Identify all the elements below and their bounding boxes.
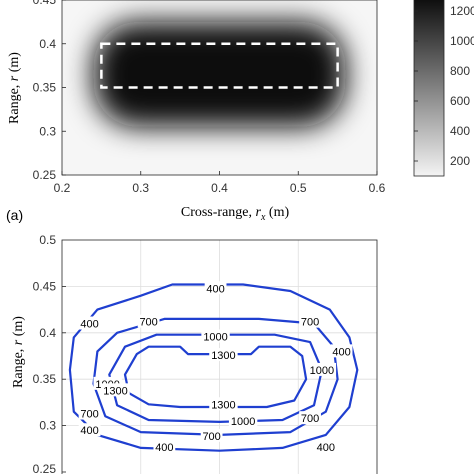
contour-label-background [78, 316, 101, 330]
x-tick-label: 0.2 [54, 181, 71, 195]
y-tick-label: 0.25 [33, 168, 57, 182]
contour-label-background [314, 439, 337, 453]
contour-label-background [307, 362, 337, 376]
colorbar-tick-label: 200 [450, 154, 470, 168]
contour-level-label: 700 [202, 431, 220, 443]
colorbar-tick-label: 800 [450, 64, 470, 78]
heatmap-x-axis-label: Cross-range, rx (m) [181, 205, 290, 223]
contour-level-label: 1300 [103, 385, 127, 397]
heatmap-intensity [93, 21, 346, 127]
y-tick-label: 0.35 [33, 372, 57, 386]
heatmap-y-ticks: 0.25 0.3 0.35 0.4 0.45 [33, 0, 66, 182]
colorbar-tick-label: 1000 [450, 34, 474, 48]
contour-level-label: 400 [80, 425, 98, 437]
contour-frame [61, 239, 378, 474]
contour-label-background [299, 314, 321, 328]
contour-label-background [78, 406, 101, 420]
contour-level-label: 1300 [211, 399, 235, 411]
contour-label-background [204, 281, 227, 295]
contour-level-label: 400 [80, 319, 98, 331]
y-tick-label: 0.3 [39, 419, 56, 433]
contour-level-label: 400 [332, 346, 350, 358]
contour-line-1300 [123, 345, 308, 409]
colorbar-tick-label: 600 [450, 94, 470, 108]
contour-line-400 [68, 283, 359, 452]
contour-label-background [330, 344, 353, 358]
colorbar [413, 0, 445, 177]
x-tick-label: 0.5 [290, 181, 307, 195]
contour-label-background [209, 397, 238, 411]
contour-level-label: 700 [301, 413, 319, 425]
x-tick-label: 0.3 [132, 181, 149, 195]
y-tick-label: 0.5 [39, 233, 56, 247]
panel-label-a: (a) [6, 207, 23, 223]
contour-level-label: 700 [139, 317, 157, 329]
contour-y-axis-label: Range, r (m) [11, 316, 26, 388]
contour-label-background [209, 348, 238, 362]
contour-y-ticks: 0.25 0.3 0.35 0.4 0.45 0.5 [33, 233, 66, 474]
contour-label-background [78, 423, 101, 437]
x-tick-label: 0.6 [369, 181, 386, 195]
colorbar-tick-label: 1200 [450, 4, 474, 18]
contour-label-background [137, 314, 160, 328]
colorbar-ticks: 1200 1000 800 600 400 200 [414, 4, 474, 168]
y-tick-label: 0.25 [33, 462, 57, 474]
y-tick-label: 0.45 [33, 279, 57, 293]
y-tick-label: 0.35 [33, 81, 57, 95]
contour-level-label: 700 [301, 317, 319, 329]
x-tick-label: 0.4 [211, 181, 228, 195]
heatmap-x-ticks: 0.2 0.3 0.4 0.5 0.6 [54, 171, 386, 195]
contour-level-label: 1000 [310, 365, 334, 377]
y-tick-label: 0.4 [39, 37, 56, 51]
contour-label-background [228, 413, 258, 427]
contour-level-label: 400 [155, 442, 173, 454]
contour-label-background [153, 439, 176, 453]
contour-level-labels: 400 400 400 400 400 400 700 700 700 700 700 1000 100… [78, 281, 353, 454]
contour-line-1000 [108, 333, 323, 423]
contour-level-label: 700 [80, 409, 98, 421]
contour-level-label: 400 [317, 442, 335, 454]
region-of-interest-box [100, 42, 339, 89]
contour-label-background [299, 411, 321, 425]
heatmap-panel: 0.2 0.3 0.4 0.5 0.6 0.25 0.3 0.35 0.4 0.45 Cross… [7, 0, 474, 223]
contour-label-background [201, 329, 230, 343]
contour-label-background [101, 383, 130, 397]
y-tick-label: 0.3 [39, 124, 56, 138]
contour-level-label: 1000 [231, 416, 255, 428]
contour-level-label: 400 [206, 283, 224, 295]
y-tick-label: 0.45 [33, 0, 57, 7]
contour-panel: 400 400 400 400 400 400 700 700 700 700 700 1000 100… [11, 233, 378, 474]
contour-label-background [200, 428, 223, 442]
y-tick-label: 0.4 [39, 326, 56, 340]
colorbar-tick-label: 400 [450, 124, 470, 138]
contour-level-label: 1000 [203, 332, 227, 344]
heatmap-intensity-blob [93, 21, 346, 127]
contour-level-label: 1300 [211, 350, 235, 362]
heatmap-y-axis-label: Range, r (m) [7, 52, 22, 124]
